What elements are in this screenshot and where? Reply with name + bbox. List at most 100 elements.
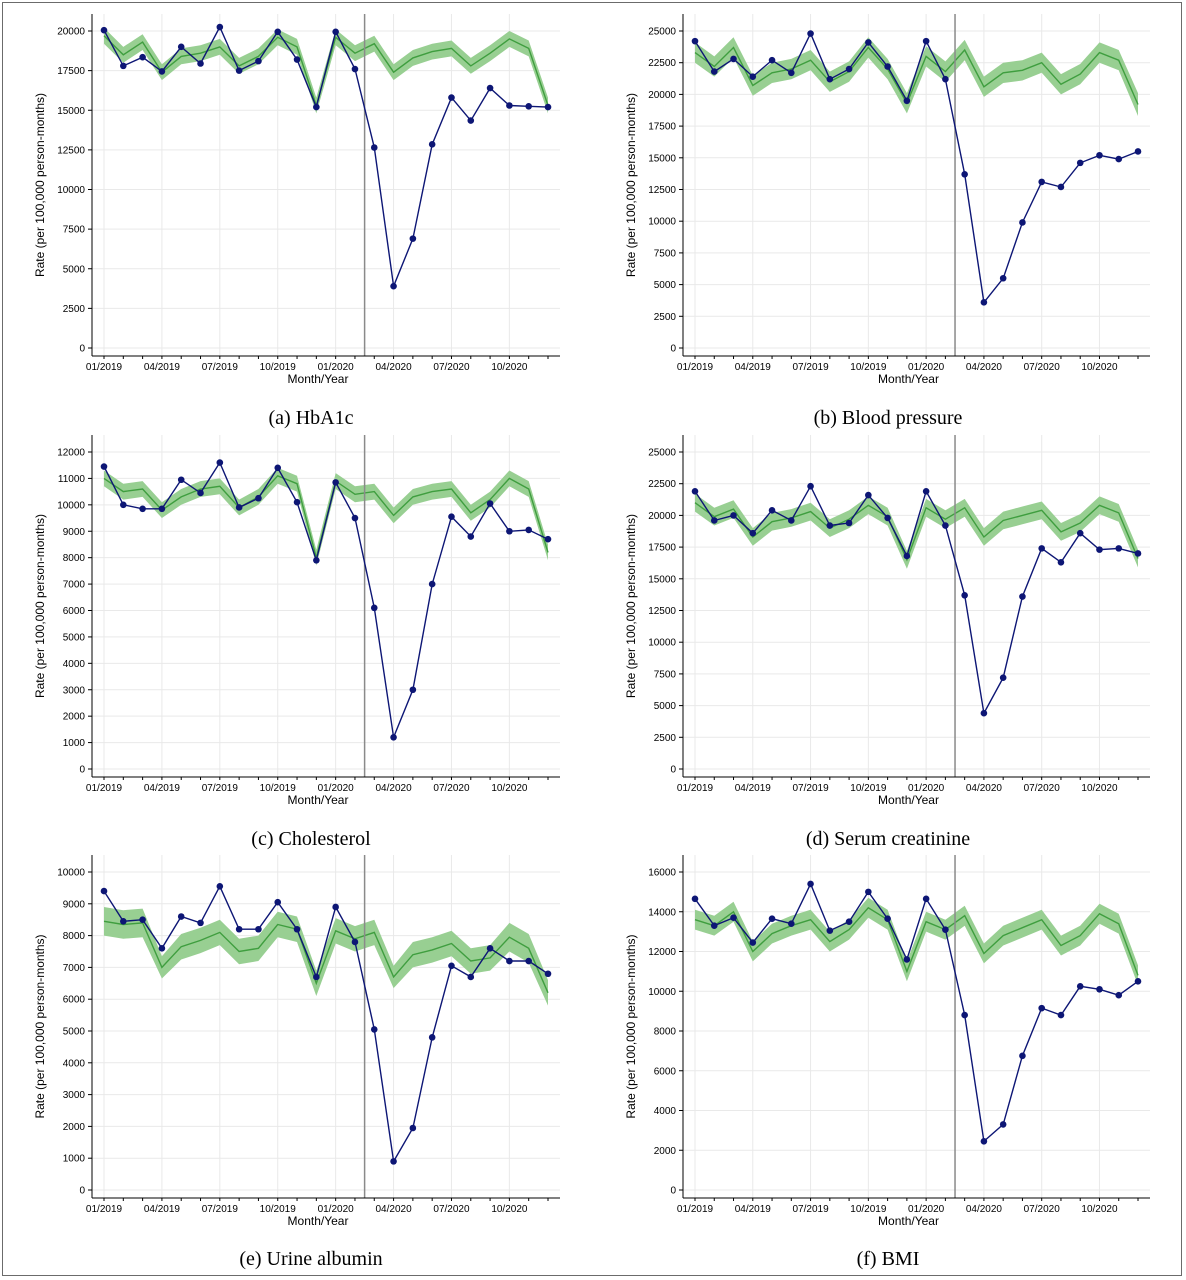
chart-panel-4: 0 2500 5000 7500 10000 12500 15000 17500 20000 22… [624,435,1150,850]
x-axis-title: Month/Year [288,372,349,386]
observed-point [506,527,513,535]
observed-point [749,939,757,946]
observed-point [235,925,243,933]
observed-point [980,1138,988,1145]
expected-confidence-band [695,493,1138,569]
y-tick-label: 6000 [63,606,86,617]
y-tick-label: 10000 [57,868,85,879]
x-tick-label: 04/2020 [966,783,1003,794]
x-tick-label: 04/2019 [735,783,772,794]
y-tick-label: 2000 [63,712,86,723]
x-tick-label: 01/2020 [908,362,945,373]
observed-point [691,895,699,903]
observed-point [1019,1052,1026,1060]
panel-caption: (f) BMI [857,1248,920,1270]
observed-point [1096,985,1103,993]
expected-series-line [694,502,1139,562]
observed-point [1038,545,1045,552]
observed-point [980,709,988,717]
y-tick-label: 17500 [648,543,676,554]
observed-point [710,517,718,524]
x-tick-label: 07/2020 [1024,1204,1061,1215]
y-tick-label: 15000 [57,106,85,117]
observed-point [1038,1004,1045,1012]
y-tick-label: 7500 [63,225,86,236]
x-axis-title: Month/Year [878,793,939,807]
observed-point [1019,219,1026,226]
observed-point [730,55,737,63]
observed-point [865,39,872,46]
observed-point [197,489,204,497]
x-tick-label: 10/2020 [1081,362,1118,373]
observed-point [1057,1011,1065,1019]
observed-point [961,591,968,599]
observed-point [139,916,146,923]
observed-point [544,970,552,978]
x-tick-label: 07/2020 [433,783,470,794]
chart-panel-2: 0 2500 5000 7500 10000 12500 15000 17500 20000 22… [624,14,1150,429]
observed-point [332,28,339,36]
observed-series-line [694,882,1139,1143]
observed-point [1057,183,1065,191]
x-tick-label: 04/2019 [735,1204,772,1215]
y-tick-label: 0 [79,765,85,776]
observed-point [158,68,166,75]
observed-point [826,522,834,529]
x-tick-label: 10/2020 [491,783,528,794]
observed-point [351,514,359,522]
observed-point [486,84,494,92]
y-tick-label: 6000 [63,995,86,1006]
x-tick-label: 01/2020 [318,1204,355,1215]
y-tick-label: 22500 [648,479,676,490]
observed-point [1096,151,1103,159]
observed-point [177,43,185,51]
y-tick-label: 10000 [648,638,676,649]
x-tick-label: 07/2019 [792,362,829,373]
observed-point [710,922,718,929]
x-tick-label: 01/2019 [86,1204,123,1215]
observed-point [865,491,872,499]
observed-point [768,915,776,923]
observed-point [865,888,872,896]
expected-series-line [103,920,549,994]
y-tick-label: 9000 [63,527,86,538]
observed-point [216,883,224,890]
observed-point [390,282,397,290]
y-tick-label: 1000 [63,738,86,749]
x-tick-label: 07/2020 [1024,362,1061,373]
observed-point [691,488,699,495]
observed-point [826,927,834,934]
observed-point [448,962,455,970]
panel-caption: (d) Serum creatinine [806,828,970,850]
expected-series-line [694,46,1139,105]
observed-point [293,56,301,63]
y-tick-label: 3000 [63,1090,86,1101]
y-tick-label: 22500 [648,58,676,69]
x-axis-title: Month/Year [878,372,939,386]
observed-point [100,887,108,895]
observed-point [730,914,737,922]
y-tick-label: 9000 [63,899,86,910]
x-axis-title: Month/Year [878,1214,939,1228]
expected-confidence-band [695,37,1138,116]
y-tick-label: 20000 [648,511,676,522]
observed-point [999,674,1007,682]
observed-point [788,517,795,524]
observed-point [1115,991,1123,999]
observed-point [351,65,359,73]
observed-point [274,28,282,36]
observed-point [730,512,737,519]
x-tick-label: 10/2020 [1081,1204,1118,1215]
chart-panel-3: 0 1000 2000 3000 4000 5000 6000 7000 8000 9000 100… [33,435,560,850]
y-tick-label: 5000 [654,280,677,291]
x-tick-label: 01/2020 [318,783,355,794]
observed-point [370,1026,378,1033]
x-tick-label: 07/2020 [433,1204,470,1215]
observed-point [177,913,185,920]
y-tick-label: 14000 [648,907,676,918]
x-tick-label: 04/2019 [144,783,181,794]
observed-point [544,103,552,111]
x-tick-label: 10/2020 [1081,783,1118,794]
y-tick-label: 17500 [648,122,676,133]
observed-point [768,507,776,514]
